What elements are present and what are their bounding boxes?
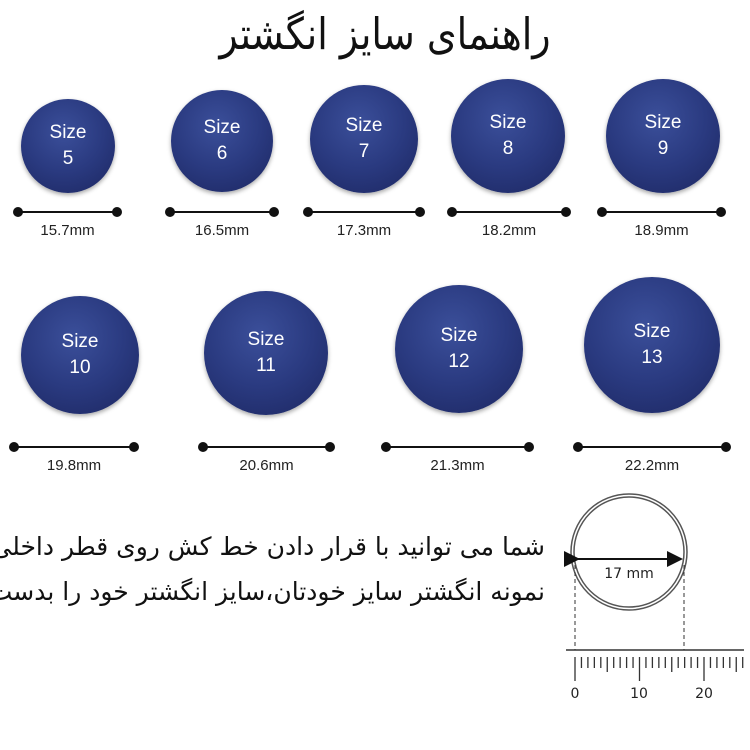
diameter-value: 16.5mm xyxy=(194,222,250,239)
ring-size-9: Size 9 xyxy=(606,79,720,193)
diameter-line xyxy=(573,442,731,452)
diameter-value: 17.3mm xyxy=(336,222,392,239)
page-title: راهنمای سایز انگشتر xyxy=(219,8,551,60)
ruler-ticks xyxy=(574,657,744,681)
diameter-label: 17 mm xyxy=(604,566,654,582)
example-ring-outer xyxy=(570,493,688,611)
diameter-line xyxy=(165,207,279,217)
size-word: Size xyxy=(489,112,527,133)
ruler-label-10: 10 xyxy=(630,686,648,702)
diameter-line xyxy=(597,207,726,217)
ring-size-6: Size 6 xyxy=(171,90,273,192)
ring-size-10: Size 10 xyxy=(21,296,139,414)
diameter-line xyxy=(447,207,571,217)
size-number: 10 xyxy=(69,357,91,378)
size-number: 8 xyxy=(502,138,514,159)
diameter-line xyxy=(9,442,139,452)
diameter-line xyxy=(13,207,122,217)
ruler-label-20: 20 xyxy=(695,686,713,702)
ring-size-13: Size 13 xyxy=(584,277,720,413)
diameter-line xyxy=(198,442,335,452)
example-ring-inner xyxy=(573,496,685,608)
diameter-value: 15.7mm xyxy=(40,222,95,239)
diameter-value: 21.3mm xyxy=(430,457,485,474)
size-word: Size xyxy=(633,321,671,342)
size-word: Size xyxy=(49,122,87,143)
diameter-line xyxy=(381,442,534,452)
instruction-line-2: نمونه انگشتر سایز خودتان،سایز انگشتر خود… xyxy=(0,577,545,606)
size-number: 11 xyxy=(256,355,276,376)
diameter-value: 18.2mm xyxy=(481,222,537,239)
diameter-line xyxy=(303,207,425,217)
size-number: 9 xyxy=(657,138,669,159)
ruler-label-0: 0 xyxy=(571,686,580,702)
diameter-value: 19.8mm xyxy=(46,457,102,474)
size-word: Size xyxy=(61,331,99,352)
diameter-value: 20.6mm xyxy=(239,457,294,474)
ring-size-12: Size 12 xyxy=(395,285,523,413)
ring-size-11: Size 11 xyxy=(204,291,328,415)
size-number: 7 xyxy=(358,141,370,162)
size-number: 5 xyxy=(62,148,74,169)
size-number: 12 xyxy=(448,351,470,372)
ring-size-5: Size 5 xyxy=(21,99,115,193)
size-word: Size xyxy=(203,117,241,138)
size-word: Size xyxy=(345,115,383,136)
ring-size-7: Size 7 xyxy=(310,85,418,193)
size-word: Size xyxy=(247,329,285,350)
size-number: 13 xyxy=(641,347,663,368)
size-word: Size xyxy=(440,325,478,346)
ring-size-8: Size 8 xyxy=(451,79,565,193)
size-number: 6 xyxy=(216,143,228,164)
instruction-line-1: شما می توانید با قرار دادن خط کش روی قطر… xyxy=(0,532,545,561)
size-word: Size xyxy=(644,112,682,133)
diameter-value: 22.2mm xyxy=(624,457,680,474)
diameter-value: 18.9mm xyxy=(634,222,689,239)
